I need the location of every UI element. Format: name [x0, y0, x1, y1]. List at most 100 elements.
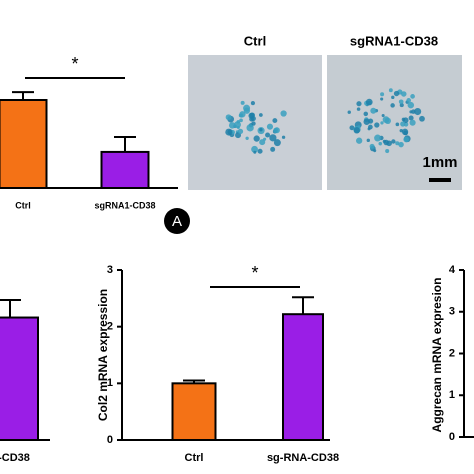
significance-mark: *: [251, 263, 258, 283]
stain-dot: [419, 115, 425, 122]
bar: [171, 382, 217, 442]
stain-dot: [374, 122, 380, 128]
stain-dot: [363, 118, 370, 125]
x-tick-label: A-CD38: [0, 452, 30, 464]
bar: [100, 150, 150, 189]
stain-dot: [356, 101, 362, 107]
stain-dot: [386, 140, 392, 147]
stain-dot: [265, 132, 271, 138]
stain-dot: [356, 107, 361, 111]
stain-dot: [409, 119, 416, 126]
stain-dot: [398, 99, 404, 105]
stain-dot: [393, 90, 400, 97]
stain-dot: [349, 125, 355, 131]
y-tick-label: 0: [107, 434, 113, 446]
stain-dot: [398, 141, 404, 148]
stain-dot: [408, 115, 414, 121]
x-tick-label: sg-RNA-CD38: [267, 452, 339, 464]
y-tick-label: 0: [449, 431, 455, 443]
stain-dot: [366, 138, 371, 143]
stain-dot: [259, 139, 266, 146]
stain-dot: [370, 107, 377, 114]
stain-dot: [266, 123, 274, 130]
stain-dot: [390, 103, 395, 108]
stain-dot: [401, 117, 406, 122]
bar: [0, 99, 48, 189]
stain-dot: [353, 127, 360, 134]
stain-dot: [410, 94, 415, 99]
stain-dot: [280, 110, 287, 117]
image-label: Ctrl: [244, 33, 266, 48]
stain-dot: [363, 111, 369, 117]
stain-dot: [237, 128, 244, 135]
stain-dot: [382, 139, 387, 144]
stain-dot: [269, 134, 277, 142]
stain-dot: [245, 136, 249, 140]
y-tick-label: 1: [449, 389, 455, 401]
stain-dot: [367, 127, 371, 131]
stain-dot: [403, 136, 409, 143]
stain-dot: [225, 128, 233, 136]
bar: [282, 313, 324, 442]
stain-dot: [395, 141, 400, 146]
stain-dot: [246, 124, 254, 132]
stain-dot: [263, 137, 267, 141]
scale-label: 1mm: [422, 154, 457, 171]
stain-dot: [388, 88, 393, 93]
stain-dot: [225, 114, 232, 121]
stain-dot: [395, 122, 400, 127]
image-sgrna: [327, 55, 462, 190]
stain-dot: [356, 137, 363, 144]
stain-dot: [240, 100, 245, 105]
stain-dot: [365, 98, 373, 106]
stain-dot: [259, 128, 263, 132]
stain-dot: [250, 101, 256, 106]
stain-dot: [273, 139, 281, 147]
stain-dot: [407, 101, 415, 109]
image-label: sgRNA1-CD38: [350, 33, 438, 48]
image-panel: Ctrl sgRNA1-CD38 1mm A: [164, 33, 462, 234]
stain-dot: [259, 113, 263, 117]
stain-dot: [384, 117, 391, 125]
y-axis-label: Col2 mRNA expression: [96, 289, 110, 421]
stain-dot: [400, 121, 406, 127]
stain-dot: [272, 118, 278, 124]
bar: [0, 316, 39, 442]
stain-dot: [391, 95, 395, 100]
y-tick-label: 1: [107, 377, 113, 389]
stain-dot: [239, 118, 243, 123]
stain-dot: [401, 128, 409, 135]
stain-dot: [228, 122, 236, 129]
stain-dot: [234, 121, 241, 129]
stain-dot: [347, 110, 351, 114]
y-tick-label: 3: [449, 306, 455, 318]
stain-dot: [253, 135, 260, 142]
stain-dot: [281, 135, 286, 139]
stain-dot: [253, 150, 257, 154]
significance-mark: *: [71, 54, 78, 74]
stain-dot: [373, 149, 377, 153]
stain: [225, 88, 425, 154]
x-tick-label: Ctrl: [185, 452, 204, 464]
stain-dot: [238, 113, 243, 118]
stain-dot: [257, 148, 263, 154]
stain-dot: [243, 107, 251, 114]
y-tick-label: 4: [449, 264, 456, 276]
stain-dot: [406, 98, 411, 103]
stain-dot: [414, 108, 422, 116]
panel-badge: [164, 208, 190, 234]
stain-dot: [251, 145, 258, 153]
y-tick-label: 2: [107, 321, 113, 333]
stain-dot: [391, 139, 396, 144]
x-tick-label: sgRNA1-CD38: [94, 200, 155, 210]
stain-dot: [248, 112, 255, 119]
stain-dot: [270, 146, 276, 152]
stain-dot: [380, 97, 384, 101]
y-axis-label: Aggrecan mRNA expresion: [430, 278, 444, 433]
stain-dot: [380, 121, 384, 125]
panel-label: A: [172, 213, 182, 230]
stain-dot: [401, 91, 407, 97]
stain-dot: [381, 113, 385, 118]
stain-dot: [378, 141, 383, 146]
